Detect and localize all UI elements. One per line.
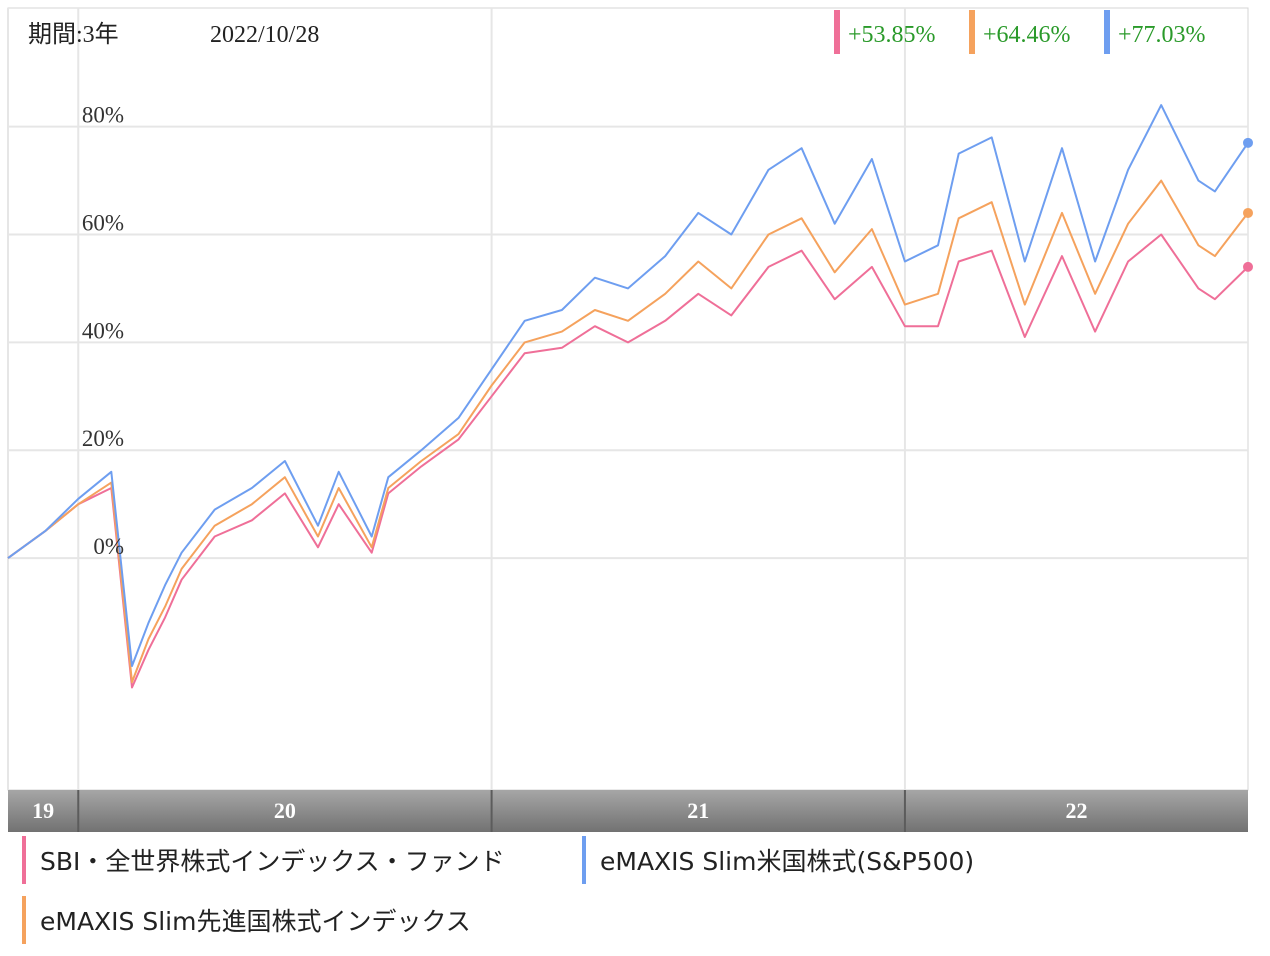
return-1-swatch bbox=[834, 10, 840, 54]
x-tick-label: 21 bbox=[687, 798, 709, 823]
y-axis-labels: 80% 60% 40% 20% 0% bbox=[82, 103, 124, 559]
period-label: 期間:3年 bbox=[28, 21, 119, 48]
legend-label: eMAXIS Slim先進国株式インデックス bbox=[40, 907, 471, 936]
y-tick-label: 60% bbox=[82, 211, 124, 236]
series-line bbox=[7, 179, 1249, 684]
x-axis-band: 19 20 21 22 bbox=[8, 790, 1248, 832]
return-1-value: +53.85% bbox=[848, 22, 936, 48]
return-2-value: +64.46% bbox=[983, 22, 1071, 48]
x-axis-band-bg bbox=[8, 790, 1248, 832]
legend-label: eMAXIS Slim米国株式(S&P500) bbox=[600, 847, 975, 876]
legend-item-emaxis-developed[interactable]: eMAXIS Slim先進国株式インデックス bbox=[22, 896, 471, 944]
y-tick-label: 0% bbox=[93, 534, 124, 559]
y-tick-label: 80% bbox=[82, 103, 124, 128]
return-readouts: +53.85% +64.46% +77.03% bbox=[834, 10, 1206, 54]
series-lines bbox=[7, 104, 1253, 689]
series-end-marker bbox=[1243, 137, 1253, 148]
y-tick-label: 40% bbox=[82, 318, 124, 343]
series-line bbox=[7, 233, 1249, 689]
return-3-value: +77.03% bbox=[1118, 22, 1206, 48]
date-label: 2022/10/28 bbox=[210, 22, 319, 48]
x-tick-label: 22 bbox=[1065, 798, 1087, 823]
plot-frame bbox=[7, 7, 1249, 791]
return-2-swatch bbox=[969, 10, 975, 54]
x-tick-label: 20 bbox=[274, 798, 296, 823]
chart-legend: SBI・全世界株式インデックス・ファンド eMAXIS Slim米国株式(S&P… bbox=[0, 836, 1270, 956]
series-line bbox=[7, 104, 1249, 667]
legend-swatch bbox=[22, 896, 26, 944]
series-end-marker bbox=[1243, 261, 1253, 272]
legend-swatch bbox=[582, 836, 586, 884]
y-tick-label: 20% bbox=[82, 426, 124, 451]
x-tick-label: 19 bbox=[32, 798, 54, 823]
legend-item-sbi-all-world[interactable]: SBI・全世界株式インデックス・ファンド bbox=[22, 836, 505, 884]
performance-chart: 19 20 21 22 80% 60% 40% 20% 0% 期間:3年 2022/10/28… bbox=[7, 7, 1253, 832]
legend-item-emaxis-sp500[interactable]: eMAXIS Slim米国株式(S&P500) bbox=[582, 836, 974, 884]
series-end-marker bbox=[1243, 207, 1253, 218]
legend-label: SBI・全世界株式インデックス・ファンド bbox=[40, 847, 505, 876]
return-3-swatch bbox=[1104, 10, 1110, 54]
legend-swatch bbox=[22, 836, 26, 884]
